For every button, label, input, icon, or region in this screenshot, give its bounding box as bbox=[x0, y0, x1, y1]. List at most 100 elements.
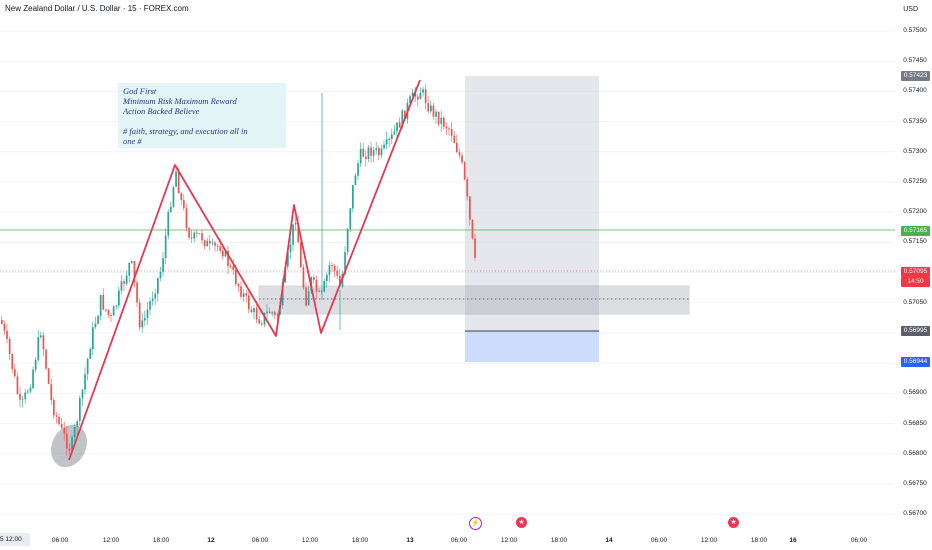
candle-body bbox=[118, 290, 120, 306]
candle-body bbox=[349, 208, 352, 229]
candle-body bbox=[263, 312, 266, 325]
candle-body bbox=[289, 244, 292, 253]
time-tick-label: 13 bbox=[406, 537, 414, 544]
price-tick-label: 0.57500 bbox=[903, 27, 927, 34]
price-tick-label: 0.56800 bbox=[903, 449, 927, 457]
candle-body bbox=[214, 242, 216, 246]
candle-body bbox=[409, 96, 411, 103]
candle-body bbox=[112, 306, 115, 316]
candle-body bbox=[92, 327, 94, 350]
time-tick-label: 06:00 bbox=[51, 537, 69, 544]
time-tick-label: 06:00 bbox=[251, 537, 269, 544]
candle-body bbox=[378, 148, 380, 156]
candle-body bbox=[47, 368, 50, 384]
candle-body bbox=[131, 261, 133, 263]
candle-body bbox=[404, 110, 406, 119]
candle-body bbox=[456, 142, 458, 153]
candle-body bbox=[393, 131, 396, 135]
time-tick-label: 06:00 bbox=[650, 537, 668, 544]
entry-price-label: 0.56995 bbox=[901, 326, 930, 336]
price-tick-label: 0.56700 bbox=[903, 510, 927, 518]
target-price-label: 0.57423 bbox=[901, 71, 930, 81]
candle-body bbox=[352, 184, 354, 209]
currency-label[interactable]: USD bbox=[903, 6, 918, 13]
candle-body bbox=[79, 398, 81, 422]
candle-body bbox=[292, 224, 294, 245]
candle-body bbox=[424, 89, 427, 104]
candle-body bbox=[297, 222, 300, 243]
candle-body bbox=[448, 128, 450, 130]
candle-body bbox=[102, 294, 105, 310]
candle-body bbox=[248, 295, 250, 310]
candle-body bbox=[443, 117, 445, 127]
highlight-ellipse bbox=[51, 424, 87, 468]
stop-price-label: 0.56944 bbox=[901, 357, 930, 367]
candle-body bbox=[391, 134, 393, 139]
candle-body bbox=[211, 242, 214, 244]
candle-body bbox=[162, 258, 164, 272]
time-tick-label: 18:00 bbox=[152, 537, 170, 544]
price-tick-label: 0.57250 bbox=[903, 178, 927, 185]
candle-body bbox=[240, 286, 242, 297]
candle-body bbox=[138, 302, 141, 328]
candle-body bbox=[206, 240, 209, 247]
candle-body bbox=[266, 311, 268, 313]
candle-body bbox=[60, 423, 63, 428]
candle-body bbox=[388, 138, 391, 140]
stop-zone bbox=[465, 331, 599, 362]
candle-body bbox=[185, 208, 188, 229]
time-tick-label: 18:00 bbox=[351, 537, 369, 544]
note-box[interactable] bbox=[118, 83, 286, 148]
target-zone bbox=[465, 76, 599, 331]
price-tick-label: 0.56850 bbox=[903, 419, 927, 427]
candle-body bbox=[27, 391, 29, 393]
candle-body bbox=[276, 314, 279, 316]
candle-body bbox=[232, 266, 235, 271]
candle-body bbox=[180, 193, 183, 201]
us-flag-icon[interactable]: ★ bbox=[728, 517, 739, 528]
candle-body bbox=[227, 250, 229, 267]
time-tick-label: 18:00 bbox=[750, 537, 768, 544]
candle-body bbox=[318, 290, 320, 292]
time-tick-label: 12:00 bbox=[700, 537, 718, 544]
candle-body bbox=[261, 323, 263, 325]
time-tick-label: 18:00 bbox=[550, 537, 568, 544]
candle-body bbox=[357, 163, 359, 176]
candle-body bbox=[71, 437, 73, 451]
lightning-icon[interactable]: ⚡ bbox=[469, 517, 482, 530]
price-tick-label: 0.57300 bbox=[903, 147, 927, 155]
candle-body bbox=[326, 274, 328, 281]
candle-body bbox=[11, 353, 14, 370]
candle-body bbox=[19, 393, 21, 400]
candle-body bbox=[170, 206, 172, 212]
candle-body bbox=[235, 270, 237, 285]
candle-body bbox=[97, 315, 99, 324]
candle-body bbox=[125, 275, 128, 284]
time-tick-label: 12 bbox=[207, 537, 215, 544]
candle-body bbox=[157, 278, 159, 294]
time-tick-label: 12:00 bbox=[500, 537, 518, 544]
countdown-label: 14:50 bbox=[901, 277, 930, 287]
candle-body bbox=[40, 335, 42, 338]
candle-body bbox=[255, 308, 258, 320]
candle-body bbox=[86, 358, 89, 375]
candle-body bbox=[398, 122, 401, 128]
candle-body bbox=[344, 251, 346, 274]
candle-body bbox=[198, 233, 201, 235]
candle-body bbox=[419, 92, 422, 100]
candle-body bbox=[313, 277, 315, 280]
candle-body bbox=[336, 270, 339, 276]
candle-body bbox=[105, 309, 107, 311]
candle-body bbox=[120, 281, 123, 291]
candle-body bbox=[274, 312, 276, 316]
candle-body bbox=[216, 245, 219, 247]
candle-body bbox=[245, 293, 248, 296]
candle-body bbox=[383, 144, 385, 149]
us-flag-icon[interactable]: ★ bbox=[516, 517, 527, 528]
price-tick-label: 0.57200 bbox=[903, 208, 927, 216]
candle-body bbox=[32, 369, 34, 388]
candle-body bbox=[432, 105, 435, 117]
candle-body bbox=[323, 280, 326, 292]
